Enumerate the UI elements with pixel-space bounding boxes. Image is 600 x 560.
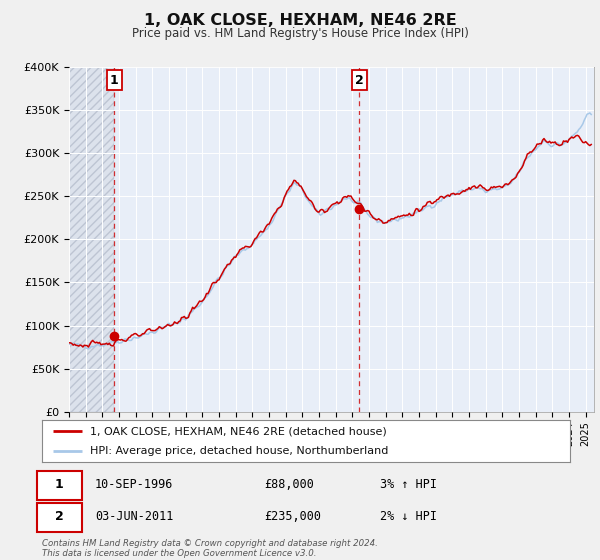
Text: 1, OAK CLOSE, HEXHAM, NE46 2RE (detached house): 1, OAK CLOSE, HEXHAM, NE46 2RE (detached… <box>89 426 386 436</box>
FancyBboxPatch shape <box>37 502 82 532</box>
Text: 1, OAK CLOSE, HEXHAM, NE46 2RE: 1, OAK CLOSE, HEXHAM, NE46 2RE <box>143 13 457 29</box>
Text: 03-JUN-2011: 03-JUN-2011 <box>95 510 173 524</box>
Text: 2% ↓ HPI: 2% ↓ HPI <box>380 510 437 524</box>
Text: 3% ↑ HPI: 3% ↑ HPI <box>380 478 437 492</box>
Text: Price paid vs. HM Land Registry's House Price Index (HPI): Price paid vs. HM Land Registry's House … <box>131 27 469 40</box>
FancyBboxPatch shape <box>37 470 82 500</box>
Text: £235,000: £235,000 <box>264 510 321 524</box>
Text: 2: 2 <box>55 510 64 524</box>
Text: £88,000: £88,000 <box>264 478 314 492</box>
Text: HPI: Average price, detached house, Northumberland: HPI: Average price, detached house, Nort… <box>89 446 388 456</box>
Text: 1: 1 <box>110 73 118 87</box>
Bar <box>69 67 114 412</box>
Text: 2: 2 <box>355 73 364 87</box>
Text: 1: 1 <box>55 478 64 492</box>
Text: 10-SEP-1996: 10-SEP-1996 <box>95 478 173 492</box>
Text: Contains HM Land Registry data © Crown copyright and database right 2024.
This d: Contains HM Land Registry data © Crown c… <box>42 539 378 558</box>
